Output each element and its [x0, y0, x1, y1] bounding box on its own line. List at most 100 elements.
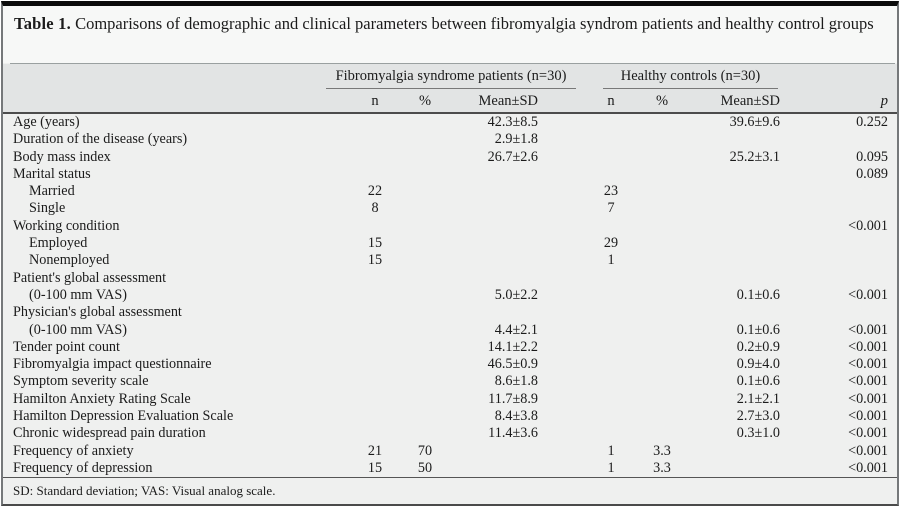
cell-fms-pct: 70: [417, 442, 433, 459]
cell-hc-pct: [635, 356, 689, 373]
cell-fms-n: [353, 391, 397, 408]
cell-hc-pct: [635, 322, 689, 339]
cell-p: 0.252: [856, 114, 888, 130]
cell-fms-mean: [453, 183, 540, 200]
cell-hc-mean: [689, 304, 782, 321]
cell-p: 0.089: [856, 165, 888, 182]
cell-hc-n: [587, 113, 635, 131]
table-row: Age (years) 42.3±8.5 39.6±9.6 0.252: [3, 113, 897, 131]
cell-hc-pct: [635, 200, 689, 217]
cell-fms-mean: [453, 218, 540, 235]
cell-hc-n: 29: [603, 235, 619, 252]
cell-hc-pct: 3.3: [653, 459, 671, 476]
cell-fms-pct: [397, 287, 453, 304]
cell-hc-mean: 0.1±0.6: [736, 373, 780, 390]
table-row: Frequency of depression 15 50 1 3.3 <0.001: [3, 459, 897, 477]
cell-hc-n: [587, 270, 635, 287]
row-label: Frequency of anxiety: [13, 442, 134, 459]
cell-hc-n: [587, 373, 635, 390]
cell-hc-mean: [689, 252, 782, 269]
col-header-fms-mean: Mean±SD: [453, 90, 540, 114]
cell-hc-pct: [635, 391, 689, 408]
group-header-hc: Healthy controls (n=30): [587, 64, 782, 90]
table-row: Working condition <0.001: [3, 217, 897, 235]
cell-fms-pct: [397, 200, 453, 217]
row-label: Chronic widespread pain duration: [13, 425, 206, 442]
cell-fms-pct: [397, 356, 453, 373]
cell-fms-mean: [453, 270, 540, 287]
col-header-hc-n: n: [587, 90, 635, 114]
cell-p: [782, 131, 897, 148]
table-row: Physician's global assessment: [3, 304, 897, 321]
cell-fms-pct: [397, 391, 453, 408]
cell-gap: [540, 356, 587, 373]
table-footnote: SD: Standard deviation; VAS: Visual anal…: [3, 477, 897, 504]
row-label: Nonemployed: [29, 252, 110, 269]
cell-hc-mean: 0.1±0.6: [736, 286, 780, 303]
table-body: Age (years) 42.3±8.5 39.6±9.6 0.252 Duration…: [3, 113, 897, 477]
cell-gap: [540, 252, 587, 269]
empty-header-cell: [782, 64, 897, 90]
cell-fms-pct: [397, 322, 453, 339]
table-title-label: Table 1.: [14, 14, 71, 33]
cell-p: <0.001: [848, 217, 888, 234]
cell-fms-n: [353, 356, 397, 373]
cell-fms-n: 15: [367, 459, 383, 476]
cell-fms-n: [353, 322, 397, 339]
col-header-fms-n: n: [353, 90, 397, 114]
cell-hc-pct: [635, 270, 689, 287]
comparison-table: Fibromyalgia syndrome patients (n=30) He…: [3, 64, 897, 477]
table-row: Chronic widespread pain duration 11.4±3.6…: [3, 425, 897, 442]
cell-hc-mean: 0.9±4.0: [736, 356, 780, 373]
cell-hc-n: [587, 356, 635, 373]
cell-fms-mean: [453, 460, 540, 477]
col-header-hc-mean: Mean±SD: [689, 90, 782, 114]
cell-gap: [540, 183, 587, 200]
group-header-row: Fibromyalgia syndrome patients (n=30) He…: [3, 64, 897, 90]
cell-gap: [540, 166, 587, 183]
cell-p: 0.095: [856, 148, 888, 165]
cell-p: <0.001: [848, 338, 888, 355]
row-label: Symptom severity scale: [13, 373, 149, 390]
cell-hc-mean: [689, 183, 782, 200]
cell-fms-n: 22: [367, 183, 383, 200]
row-label: Tender point count: [13, 338, 120, 355]
table-header: Fibromyalgia syndrome patients (n=30) He…: [3, 64, 897, 114]
cell-gap: [540, 391, 587, 408]
cell-gap: [540, 425, 587, 442]
col-header-hc-pct: %: [635, 90, 689, 114]
cell-p: <0.001: [848, 408, 888, 425]
cell-fms-pct: [397, 183, 453, 200]
table-row: (0-100 mm VAS) 5.0±2.2 0.1±0.6 <0.001: [3, 286, 897, 304]
cell-fms-pct: [397, 166, 453, 183]
row-label: Hamilton Depression Evaluation Scale: [13, 408, 234, 425]
table-row: Married 22 23: [3, 183, 897, 200]
cell-hc-n: [587, 149, 635, 166]
cell-hc-pct: [635, 113, 689, 131]
cell-hc-mean: 2.7±3.0: [736, 408, 780, 425]
row-label: (0-100 mm VAS): [29, 286, 128, 303]
cell-hc-pct: [635, 252, 689, 269]
cell-hc-pct: [635, 166, 689, 183]
cell-hc-n: 1: [607, 459, 615, 476]
cell-hc-n: [587, 322, 635, 339]
cell-hc-mean: 25.2±3.1: [729, 148, 780, 165]
cell-hc-pct: [635, 183, 689, 200]
cell-fms-mean: 14.1±2.2: [487, 338, 538, 355]
empty-header-cell: [3, 90, 353, 114]
cell-gap: [540, 149, 587, 166]
row-label: Hamilton Anxiety Rating Scale: [13, 390, 191, 407]
cell-hc-n: 1: [607, 252, 615, 269]
cell-hc-n: [587, 425, 635, 442]
cell-fms-n: [353, 339, 397, 356]
cell-p: [782, 183, 897, 200]
cell-fms-pct: [397, 252, 453, 269]
cell-gap: [540, 131, 587, 148]
cell-hc-mean: 0.1±0.6: [736, 321, 780, 338]
cell-fms-n: [353, 166, 397, 183]
cell-p: <0.001: [848, 442, 888, 459]
cell-fms-pct: [397, 373, 453, 390]
cell-fms-mean: 11.7±8.9: [488, 390, 538, 407]
cell-fms-mean: 26.7±2.6: [487, 148, 538, 165]
